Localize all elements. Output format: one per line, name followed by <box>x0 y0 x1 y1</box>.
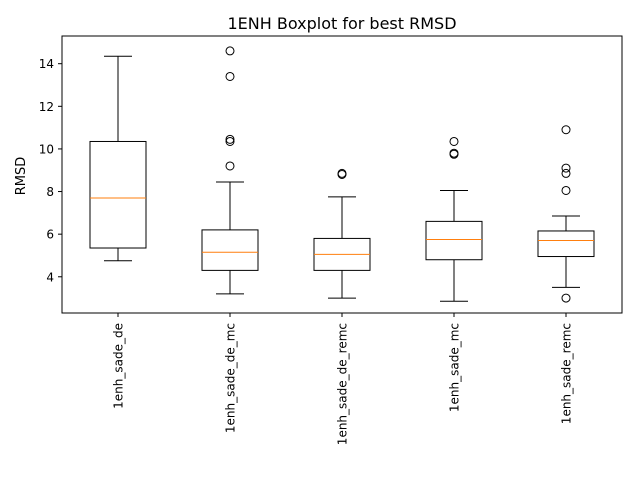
flier-point <box>225 161 235 171</box>
flier-point <box>561 168 571 178</box>
flier-point <box>225 136 235 146</box>
box-series <box>89 46 595 303</box>
x-tick-label: 1enh_sade_de_mc <box>224 323 238 433</box>
box-1enh_sade_de_remc <box>313 168 371 299</box>
x-axis: 1enh_sade_de 1enh_sade_de_mc 1enh_sade_de_… <box>112 313 574 445</box>
y-axis-label: RMSD <box>14 157 29 196</box>
x-tick-label: 1enh_sade_de <box>112 323 126 409</box>
flier-point <box>337 168 347 178</box>
y-tick-label: 6 <box>46 228 54 242</box>
x-tick-label: 1enh_sade_mc <box>448 323 462 412</box>
y-tick-label: 10 <box>39 142 54 156</box>
box-1enh_sade_de <box>89 55 147 262</box>
flier-point <box>561 293 571 303</box>
flier-point <box>449 148 459 158</box>
flier-point <box>225 71 235 81</box>
y-tick-label: 14 <box>39 57 54 71</box>
iqr-box <box>201 229 259 271</box>
flier-point <box>449 136 459 146</box>
chart-title: 1ENH Boxplot for best RMSD <box>227 14 456 33</box>
flier-point <box>561 163 571 173</box>
box-1enh_sade_de_mc <box>201 46 259 295</box>
flier-point <box>561 185 571 195</box>
box-1enh_sade_remc <box>537 125 595 303</box>
box-1enh_sade_mc <box>425 136 483 302</box>
x-tick-label: 1enh_sade_remc <box>560 323 574 424</box>
y-tick-label: 8 <box>46 185 54 199</box>
iqr-box <box>425 220 483 261</box>
y-tick-label: 12 <box>39 100 54 114</box>
flier-point <box>225 134 235 144</box>
flier-point <box>225 46 235 56</box>
y-axis: 4 6 8 10 12 14 <box>39 57 62 284</box>
iqr-box <box>537 230 595 258</box>
x-tick-label: 1enh_sade_de_remc <box>336 323 350 445</box>
y-tick-label: 4 <box>46 270 54 284</box>
flier-point <box>561 125 571 135</box>
iqr-box <box>89 140 147 249</box>
